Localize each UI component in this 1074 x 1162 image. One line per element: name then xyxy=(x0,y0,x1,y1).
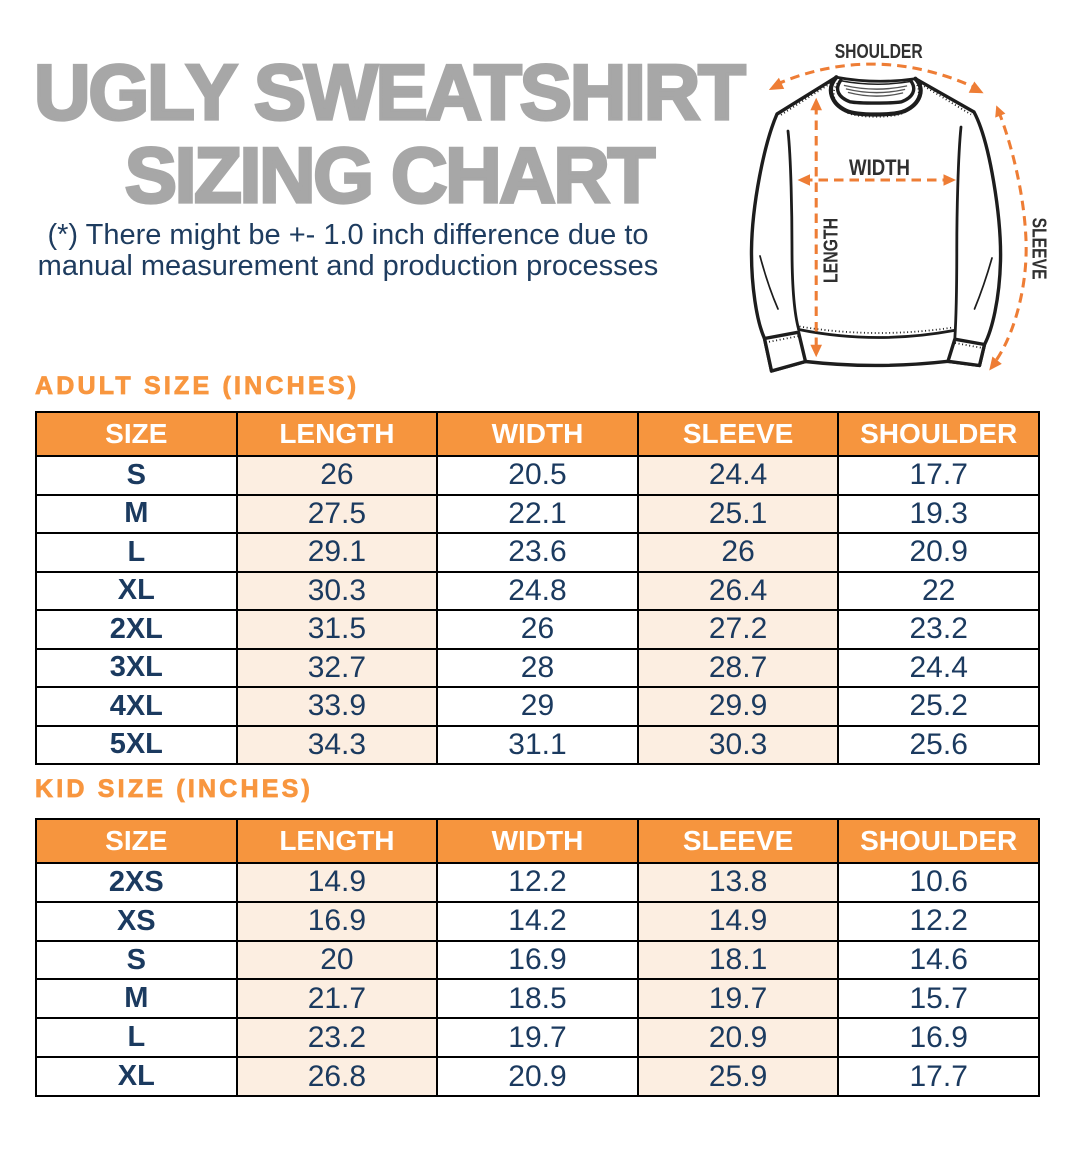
svg-text:SLEEVE: SLEEVE xyxy=(1028,218,1050,280)
svg-text:WIDTH: WIDTH xyxy=(849,155,910,180)
svg-text:LENGTH: LENGTH xyxy=(820,218,842,283)
svg-text:SHOULDER: SHOULDER xyxy=(835,40,923,63)
